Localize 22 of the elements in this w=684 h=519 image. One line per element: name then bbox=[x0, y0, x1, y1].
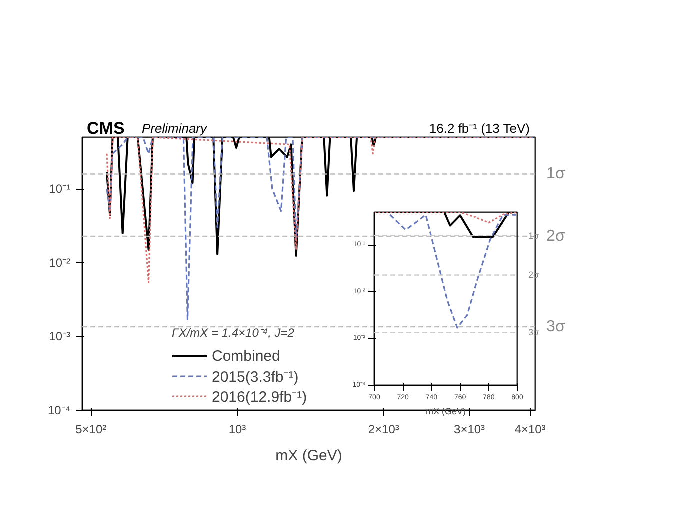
ref-line-label: 3σ bbox=[546, 318, 566, 336]
legend-label: 2016(12.9fb⁻¹) bbox=[212, 388, 308, 406]
ref-line-label: 1σ bbox=[546, 166, 566, 183]
x-axis-title: mX (GeV) bbox=[276, 448, 342, 464]
x-tick-label: 5×10² bbox=[76, 422, 107, 436]
x-tick-label: 3×10³ bbox=[454, 422, 486, 436]
x-tick-label: 4×10³ bbox=[514, 422, 546, 436]
legend-title: ΓX/mX = 1.4×10⁻⁴, J=2 bbox=[172, 325, 296, 341]
legend-label: Combined bbox=[212, 348, 280, 364]
annotation: CMS bbox=[87, 118, 125, 140]
y-tick-label: 10⁻² bbox=[49, 256, 71, 270]
text: 16.2 fb⁻¹ (13 TeV) bbox=[429, 120, 530, 138]
y-tick-label: 10⁻⁴ bbox=[48, 404, 71, 418]
text: Preliminary bbox=[142, 120, 208, 138]
x-tick-label: 2×10³ bbox=[368, 422, 400, 436]
y-tick-label: 10⁻³ bbox=[49, 330, 71, 344]
y-tick-label: 10⁻¹ bbox=[49, 182, 71, 196]
ref-line-label: 2σ bbox=[546, 228, 566, 245]
x-tick-label: 10³ bbox=[228, 422, 246, 436]
line-series bbox=[389, 214, 517, 329]
line-series bbox=[374, 212, 518, 224]
legend-label: 2015(3.3fb⁻¹) bbox=[212, 368, 299, 386]
